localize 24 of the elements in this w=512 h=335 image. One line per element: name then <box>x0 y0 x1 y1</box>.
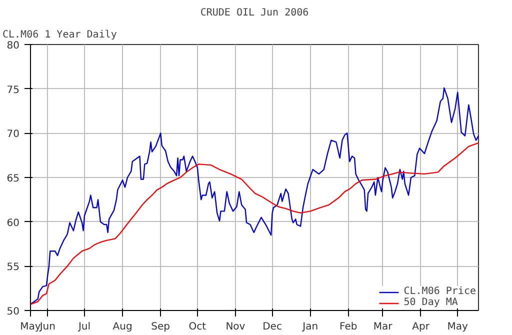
y-tick-label: 55 <box>6 262 20 274</box>
x-tick-label: Mar <box>373 322 394 332</box>
x-tick-label: Aug <box>112 322 132 332</box>
y-tick-label: 75 <box>6 84 20 96</box>
y-tick-label: 50 <box>6 306 20 318</box>
x-tick-label: Oct <box>188 322 206 332</box>
chart-subtitle: CL.M06 1 Year Daily <box>2 30 117 40</box>
x-tick-label: Jun <box>38 322 56 332</box>
legend-label: CL.M06 Price <box>404 286 476 297</box>
x-tick-label: Sep <box>151 322 170 332</box>
x-tick-label: May <box>20 322 41 332</box>
x-tick-label: Nov <box>226 322 246 332</box>
y-tick-label: 60 <box>6 218 20 229</box>
legend-label: 50 Day MA <box>404 297 458 308</box>
chart-title: CRUDE OIL Jun 2006 <box>200 8 309 18</box>
x-tick-label: Feb <box>340 322 358 332</box>
x-tick-label: Apr <box>412 322 430 332</box>
x-tick-label: Jul <box>77 322 91 332</box>
y-tick-label: 80 <box>6 40 20 52</box>
x-tick-label: May <box>447 322 468 332</box>
x-tick-label: Jan <box>302 322 318 332</box>
y-tick-label: 65 <box>6 174 20 184</box>
y-tick-label: 70 <box>6 129 20 140</box>
x-tick-label: Dec <box>262 322 282 332</box>
